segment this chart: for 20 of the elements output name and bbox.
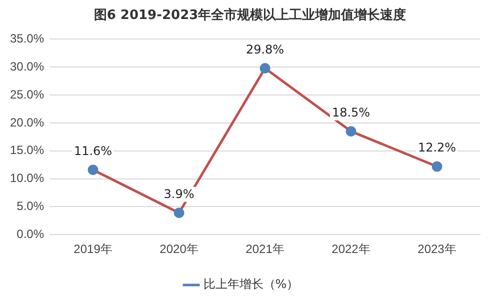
data-label: 11.6% (74, 144, 112, 158)
y-tick-label: 35.0% (10, 32, 44, 46)
data-label: 3.9% (164, 186, 194, 201)
y-tick-label: 0.0% (16, 226, 44, 241)
data-label: 12.2% (418, 140, 456, 155)
y-tick-label: 10.0% (10, 171, 44, 186)
chart-title: 图6 2019-2023年全市规模以上工业增加值增长速度 (92, 6, 408, 24)
x-tick-label: 2020年 (160, 242, 198, 256)
y-tick-label: 5.0% (16, 199, 44, 213)
x-tick-label: 2022年 (332, 242, 370, 256)
x-tick-label: 2021年 (246, 242, 284, 256)
y-tick-label: 20.0% (10, 115, 44, 130)
data-label: 18.5% (332, 105, 370, 120)
y-tick-label: 15.0% (10, 143, 44, 158)
y-tick-label: 25.0% (10, 87, 44, 102)
data-label: 29.8% (246, 42, 284, 56)
legend-label: 比上年增长（%） (203, 277, 299, 292)
y-tick-label: 30.0% (10, 59, 44, 74)
x-tick-label: 2023年 (418, 242, 456, 256)
x-tick-label: 2019年 (74, 242, 112, 256)
